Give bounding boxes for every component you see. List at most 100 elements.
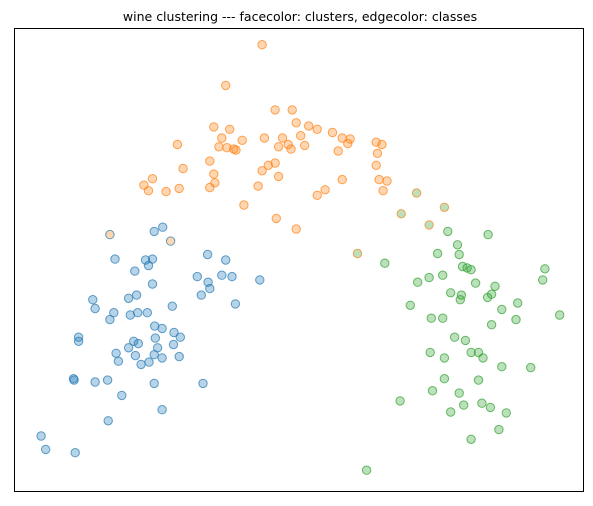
scatter-point-75 xyxy=(206,284,214,292)
scatter-point-167 xyxy=(460,401,468,409)
scatter-point-57 xyxy=(166,237,174,245)
scatter-point-77 xyxy=(131,267,139,275)
scatter-point-2 xyxy=(271,106,279,114)
scatter-point-100 xyxy=(112,349,120,357)
scatter-point-112 xyxy=(70,376,78,384)
scatter-point-170 xyxy=(447,408,455,416)
scatter-point-65 xyxy=(111,255,119,263)
scatter-point-50 xyxy=(321,186,329,194)
scatter-point-161 xyxy=(440,375,448,383)
scatter-point-82 xyxy=(197,291,205,299)
scatter-point-36 xyxy=(210,170,218,178)
scatter-point-21 xyxy=(274,143,282,151)
scatter-point-68 xyxy=(144,261,152,269)
scatter-point-83 xyxy=(168,302,176,310)
scatter-point-10 xyxy=(238,136,246,144)
scatter-point-115 xyxy=(150,379,158,387)
scatter-point-123 xyxy=(444,227,452,235)
scatter-point-127 xyxy=(455,250,463,258)
scatter-point-37 xyxy=(148,175,156,183)
scatter-point-16 xyxy=(297,132,305,140)
scatter-point-71 xyxy=(193,272,201,280)
scatter-point-121 xyxy=(42,445,50,453)
scatter-point-149 xyxy=(439,314,447,322)
scatter-point-44 xyxy=(144,187,152,195)
scatter-point-41 xyxy=(375,175,383,183)
scatter-point-165 xyxy=(478,399,486,407)
scatter-point-116 xyxy=(199,379,207,387)
scatter-point-163 xyxy=(428,387,436,395)
scatter-point-6 xyxy=(313,125,321,133)
scatter-point-0 xyxy=(258,41,266,49)
scatter-point-8 xyxy=(226,125,234,133)
scatter-point-172 xyxy=(467,435,475,443)
scatter-point-61 xyxy=(425,221,433,229)
scatter-point-133 xyxy=(439,271,447,279)
scatter-point-78 xyxy=(148,280,156,288)
scatter-point-60 xyxy=(397,210,405,218)
scatter-point-122 xyxy=(71,449,79,457)
scatter-point-144 xyxy=(406,301,414,309)
scatter-point-168 xyxy=(486,403,494,411)
scatter-point-9 xyxy=(218,134,226,142)
scatter-point-166 xyxy=(396,397,404,405)
scatter-point-99 xyxy=(74,337,82,345)
scatter-point-40 xyxy=(338,175,346,183)
scatter-point-85 xyxy=(91,304,99,312)
scatter-point-114 xyxy=(103,376,111,384)
scatter-point-7 xyxy=(210,123,218,131)
scatter-point-92 xyxy=(158,324,166,332)
scatter-point-56 xyxy=(106,230,114,238)
scatter-point-147 xyxy=(556,311,564,319)
scatter-point-154 xyxy=(426,348,434,356)
scatter-point-13 xyxy=(260,134,268,142)
scatter-point-89 xyxy=(143,309,151,317)
scatter-point-11 xyxy=(215,143,223,151)
scatter-point-53 xyxy=(240,201,248,209)
scatter-point-107 xyxy=(175,352,183,360)
scatter-point-128 xyxy=(381,259,389,267)
scatter-point-125 xyxy=(453,241,461,249)
scatter-point-135 xyxy=(539,276,547,284)
scatter-point-76 xyxy=(256,276,264,284)
scatter-point-119 xyxy=(104,417,112,425)
scatter-point-143 xyxy=(456,296,464,304)
scatter-point-160 xyxy=(527,363,535,371)
scatter-point-72 xyxy=(218,271,226,279)
scatter-point-150 xyxy=(512,315,520,323)
scatter-point-39 xyxy=(274,172,282,180)
scatter-point-104 xyxy=(150,351,158,359)
scatter-point-103 xyxy=(124,344,132,352)
scatter-point-26 xyxy=(232,146,240,154)
scatter-point-132 xyxy=(541,265,549,273)
scatter-point-31 xyxy=(206,157,214,165)
scatter-point-52 xyxy=(313,191,321,199)
scatter-point-171 xyxy=(495,425,503,433)
scatter-point-42 xyxy=(383,177,391,185)
plot-frame xyxy=(15,29,584,492)
scatter-point-108 xyxy=(114,357,122,365)
scatter-point-164 xyxy=(455,389,463,397)
scatter-point-136 xyxy=(414,278,422,286)
scatter-point-25 xyxy=(173,140,181,148)
scatter-point-113 xyxy=(91,378,99,386)
scatter-point-5 xyxy=(305,122,313,130)
scatter-point-106 xyxy=(169,340,177,348)
scatter-point-62 xyxy=(353,249,361,257)
scatter-point-23 xyxy=(287,145,295,153)
scatter-point-48 xyxy=(254,182,262,190)
scatter-point-139 xyxy=(447,289,455,297)
scatter-point-142 xyxy=(483,293,491,301)
scatter-point-38 xyxy=(258,167,266,175)
scatter-point-148 xyxy=(427,314,435,322)
scatter-point-90 xyxy=(106,315,114,323)
scatter-point-95 xyxy=(151,334,159,342)
scatter-point-157 xyxy=(440,354,448,362)
scatter-point-117 xyxy=(118,391,126,399)
scatter-point-4 xyxy=(292,119,300,127)
scatter-point-151 xyxy=(487,321,495,329)
scatter-point-138 xyxy=(491,282,499,290)
scatter-point-63 xyxy=(159,223,167,231)
scatter-point-49 xyxy=(162,187,170,195)
